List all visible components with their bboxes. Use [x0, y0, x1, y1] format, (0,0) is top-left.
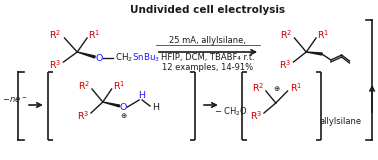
- Text: 12 examples, 14-91%: 12 examples, 14-91%: [163, 63, 254, 72]
- Text: 25 mA, allylsilane,: 25 mA, allylsilane,: [169, 36, 246, 44]
- Text: O: O: [95, 53, 102, 63]
- Text: O: O: [120, 103, 127, 112]
- Text: HFIP, DCM, TBABF₄ r.t.: HFIP, DCM, TBABF₄ r.t.: [161, 52, 255, 61]
- Polygon shape: [306, 52, 322, 55]
- Text: R$^1$: R$^1$: [317, 29, 329, 41]
- Text: $-ne^-$: $-ne^-$: [2, 95, 27, 105]
- Text: R$^2$: R$^2$: [280, 29, 293, 41]
- Text: H: H: [138, 92, 145, 100]
- Text: R$^3$: R$^3$: [279, 59, 291, 71]
- Text: $\oplus$: $\oplus$: [273, 84, 280, 92]
- Text: R$^1$: R$^1$: [88, 29, 100, 41]
- Text: CH$_2$: CH$_2$: [115, 52, 133, 64]
- Text: Undivided cell electrolysis: Undivided cell electrolysis: [130, 5, 285, 15]
- Text: SnBu$_3$: SnBu$_3$: [132, 52, 160, 64]
- Text: $-$ CH$_2$O: $-$ CH$_2$O: [214, 106, 248, 118]
- Polygon shape: [103, 102, 120, 107]
- Text: allylsilane: allylsilane: [319, 117, 362, 127]
- Text: R$^3$: R$^3$: [77, 110, 89, 122]
- Text: R$^1$: R$^1$: [290, 82, 302, 94]
- Text: R$^3$: R$^3$: [49, 59, 62, 71]
- Text: R$^2$: R$^2$: [252, 82, 264, 94]
- Polygon shape: [77, 52, 95, 58]
- Text: R$^3$: R$^3$: [250, 110, 262, 122]
- Text: H: H: [152, 103, 159, 112]
- Text: $\oplus$: $\oplus$: [120, 111, 127, 120]
- Text: R$^2$: R$^2$: [49, 29, 62, 41]
- Text: R$^2$: R$^2$: [78, 80, 90, 92]
- Text: R$^1$: R$^1$: [113, 80, 125, 92]
